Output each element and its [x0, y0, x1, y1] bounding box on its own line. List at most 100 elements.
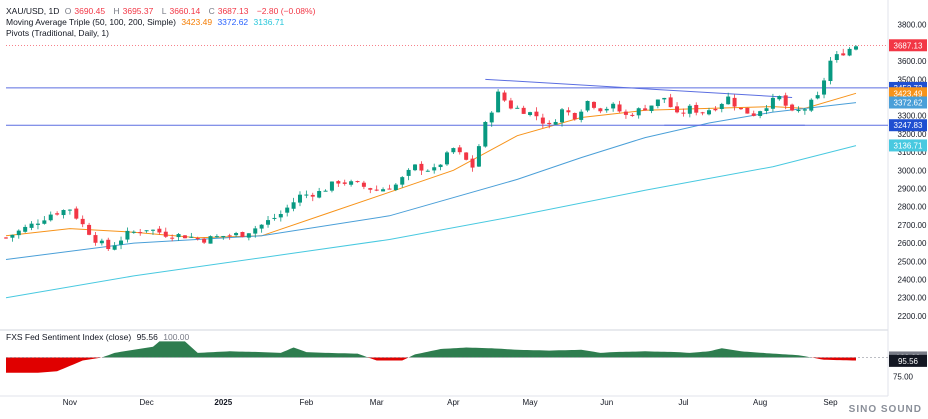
sentiment-positive-area	[6, 341, 856, 358]
candle-body	[515, 107, 520, 109]
pivots-name[interactable]: Pivots (Traditional, Daily, 1)	[6, 28, 109, 38]
candle-body	[310, 194, 315, 197]
candle-body	[854, 46, 858, 50]
ma-indicator-name[interactable]: Moving Average Triple (50, 100, 200, Sim…	[6, 17, 176, 27]
candle-body	[636, 108, 641, 116]
candle-body	[176, 234, 181, 238]
candle-body	[809, 99, 814, 111]
candle-body	[112, 245, 117, 250]
indicator-value: 95.56	[136, 332, 158, 342]
candle-body	[834, 54, 839, 61]
candle-body	[61, 210, 66, 216]
candle-body	[630, 114, 635, 116]
candle-body	[23, 226, 28, 232]
candle-body	[67, 209, 72, 211]
time-axis[interactable]: Nov Dec 2025 Feb Mar Apr May Jun Jul Aug Sep	[63, 398, 838, 407]
price-tick-label: 3100.00	[898, 148, 927, 157]
candle-body	[802, 109, 807, 111]
candle-body	[87, 224, 92, 235]
time-tick-label: Feb	[299, 398, 313, 407]
candle-body	[579, 111, 584, 120]
candle-body	[336, 181, 341, 184]
price-label-bg	[889, 96, 927, 109]
candle-body	[432, 167, 437, 171]
candle-body	[534, 111, 539, 117]
candle-body	[770, 97, 775, 109]
ma100-value: 3372.62	[217, 17, 249, 27]
candle-body	[361, 182, 366, 187]
candle-body	[643, 108, 648, 111]
candle-body	[489, 112, 494, 123]
candle-body	[675, 106, 680, 113]
time-tick-label: Dec	[139, 398, 153, 407]
ma200-value: 3136.71	[253, 17, 285, 27]
price-tick-label: 2700.00	[898, 221, 927, 230]
candle-body	[157, 228, 162, 233]
candle-body	[745, 107, 750, 114]
symbol-label[interactable]: XAU/USD, 1D	[6, 6, 60, 16]
candle-body	[342, 182, 347, 184]
candle-body	[221, 235, 226, 237]
candle-body	[48, 214, 53, 221]
open-key: O	[64, 6, 72, 16]
candle-body	[655, 99, 660, 107]
candle-body	[777, 96, 782, 100]
candle-body	[291, 202, 296, 209]
moving-average-legend[interactable]: Moving Average Triple (50, 100, 200, Sim…	[6, 17, 287, 28]
indicator-name[interactable]: FXS Fed Sentiment Index (close)	[6, 332, 132, 342]
price-tick-label: 2800.00	[898, 203, 927, 212]
candle-body	[234, 233, 239, 236]
time-tick-label: May	[522, 398, 537, 407]
candle-body	[297, 194, 302, 203]
indicator-value-label-bg	[889, 354, 927, 367]
candle-body	[195, 237, 200, 239]
time-tick-label: Mar	[370, 398, 384, 407]
price-label-bg	[889, 39, 927, 52]
candle-body	[400, 177, 405, 185]
candle-body	[125, 230, 130, 240]
candle-body	[150, 229, 155, 231]
close-key: C	[208, 6, 215, 16]
pivots-legend[interactable]: Pivots (Traditional, Daily, 1)	[6, 28, 112, 39]
candle-body	[502, 92, 507, 101]
indicator-level: 100.00	[163, 332, 190, 342]
candle-body	[796, 109, 801, 112]
price-tick-label: 3800.00	[898, 21, 927, 30]
candle-body	[393, 184, 398, 191]
candle-body	[246, 233, 251, 238]
high-value: 3695.37	[122, 6, 154, 16]
candle-body	[764, 108, 769, 111]
candle-body	[42, 220, 47, 224]
ma50-value: 3423.49	[181, 17, 213, 27]
candle-body	[285, 207, 290, 213]
candle-body	[790, 104, 795, 111]
price-label-bg	[889, 87, 927, 100]
candle-body	[253, 228, 258, 234]
price-tick-label: 2200.00	[898, 312, 927, 321]
price-tick-label: 3500.00	[898, 75, 927, 84]
candle-body	[457, 147, 462, 153]
price-tick-label: 2300.00	[898, 294, 927, 303]
candle-body	[138, 232, 143, 234]
candle-body	[444, 152, 449, 165]
candle-body	[566, 110, 571, 113]
price-axis[interactable]: 2200.00 2300.00 2400.00 2500.00 2600.00 2700.…	[891, 21, 927, 382]
candle-body	[381, 189, 386, 192]
candle-body	[182, 235, 187, 239]
indicator-legend[interactable]: FXS Fed Sentiment Index (close) 95.56 10…	[6, 332, 192, 343]
candle-body	[591, 101, 596, 108]
sentiment-index-pane	[6, 341, 888, 373]
candle-body	[80, 218, 85, 225]
candle-body	[687, 105, 692, 114]
candle-body	[406, 169, 411, 176]
ohlc-legend[interactable]: XAU/USD, 1D O 3690.45 H 3695.37 L 3660.14 C…	[6, 6, 318, 17]
candle-body	[611, 103, 616, 109]
candle-body	[528, 112, 533, 115]
grid	[0, 0, 889, 397]
candle-body	[368, 188, 373, 190]
candle-body	[700, 112, 705, 114]
candle-body	[547, 122, 552, 125]
candle-body	[815, 95, 820, 99]
candle-body	[598, 108, 603, 112]
close-value: 3687.13	[217, 6, 249, 16]
